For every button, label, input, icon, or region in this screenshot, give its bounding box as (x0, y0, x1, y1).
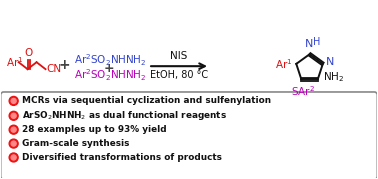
FancyBboxPatch shape (1, 92, 377, 179)
Text: NH$_2$: NH$_2$ (323, 71, 344, 84)
Circle shape (9, 96, 18, 105)
Text: N: N (305, 39, 314, 49)
Text: Ar$^1$: Ar$^1$ (275, 57, 292, 71)
Text: O: O (24, 48, 32, 58)
Circle shape (11, 127, 16, 132)
Text: +: + (104, 62, 115, 75)
Circle shape (11, 98, 16, 103)
Circle shape (9, 139, 18, 148)
Text: EtOH, 80 °C: EtOH, 80 °C (150, 70, 208, 80)
Text: Diversified transformations of products: Diversified transformations of products (22, 153, 222, 162)
Circle shape (11, 141, 16, 146)
Circle shape (9, 153, 18, 162)
Text: MCRs via sequential cyclization and sulfenylation: MCRs via sequential cyclization and sulf… (22, 96, 271, 105)
Text: N: N (326, 57, 334, 67)
Circle shape (11, 155, 16, 160)
Circle shape (9, 111, 18, 120)
Circle shape (11, 113, 16, 118)
Circle shape (9, 125, 18, 134)
Text: ArSO$_2$NHNH$_2$ as dual functional reagents: ArSO$_2$NHNH$_2$ as dual functional reag… (22, 109, 226, 122)
Text: SAr$^2$: SAr$^2$ (291, 84, 315, 98)
Text: Ar$^2$SO$_2$NHNH$_2$: Ar$^2$SO$_2$NHNH$_2$ (74, 67, 147, 83)
Text: H: H (313, 37, 320, 47)
Text: +: + (59, 58, 70, 72)
Text: 28 examples up to 93% yield: 28 examples up to 93% yield (22, 125, 166, 134)
Text: CN: CN (46, 64, 62, 74)
Text: Ar$^1$: Ar$^1$ (6, 55, 23, 69)
Text: Ar$^2$SO$_2$NHNH$_2$: Ar$^2$SO$_2$NHNH$_2$ (74, 52, 147, 68)
Text: Gram-scale synthesis: Gram-scale synthesis (22, 139, 129, 148)
Text: NIS: NIS (170, 51, 188, 61)
